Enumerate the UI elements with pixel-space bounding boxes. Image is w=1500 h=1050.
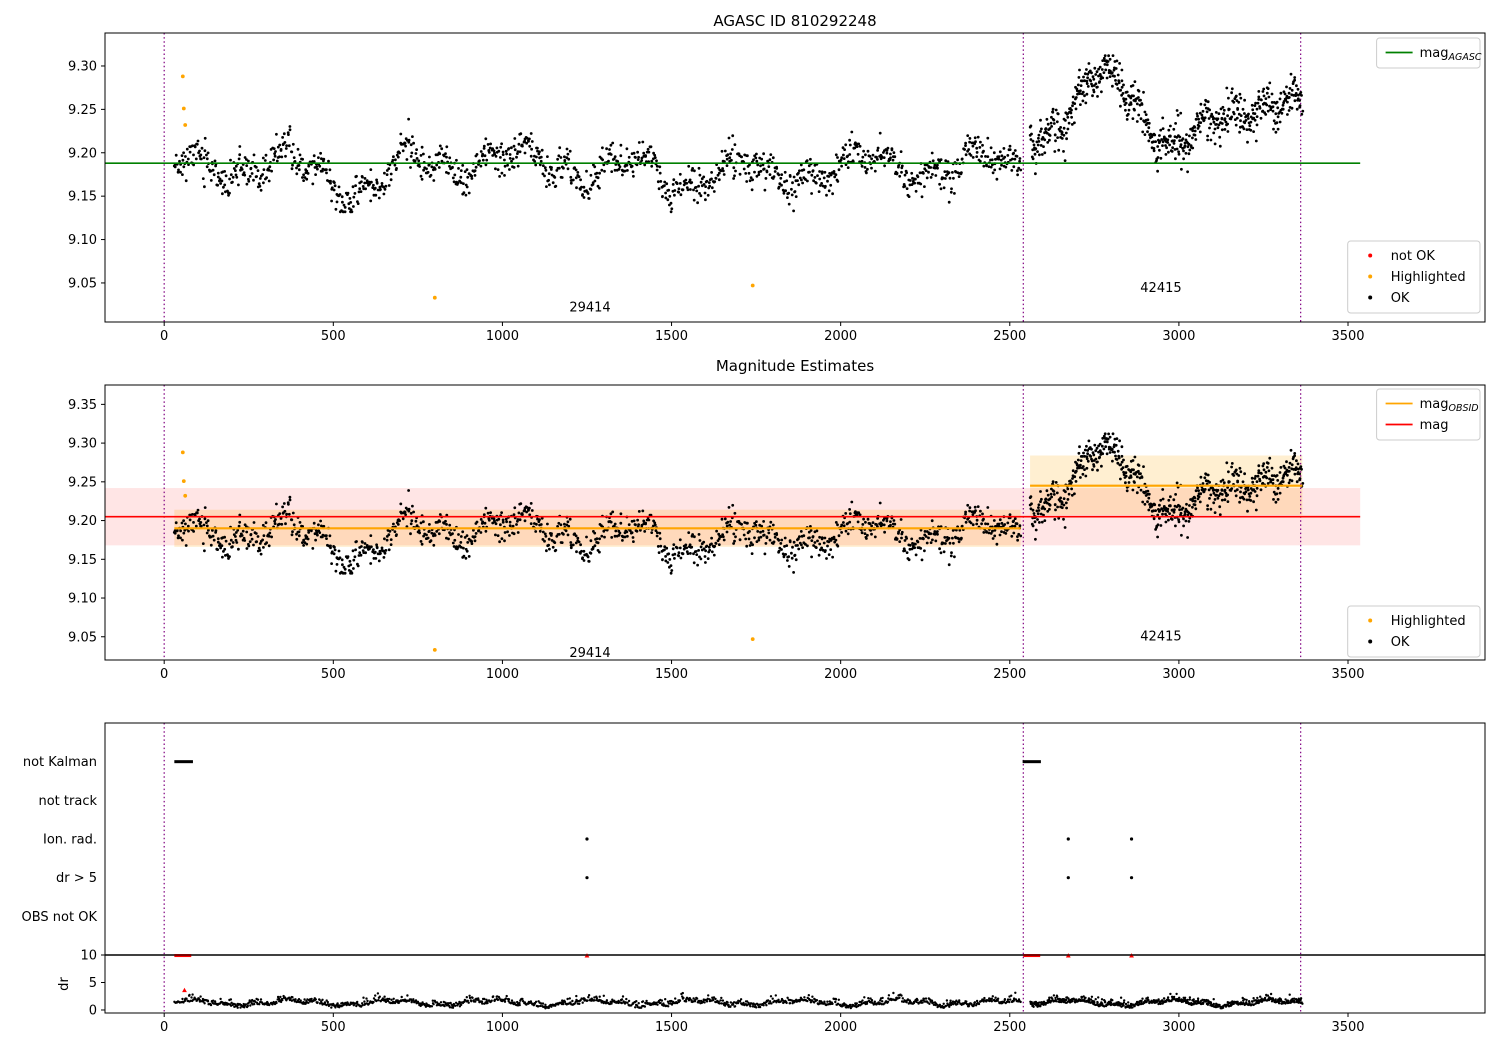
- mag-estimates-legend-top-box: [1376, 388, 1481, 441]
- agasc-mag-legend-top-box: [1376, 37, 1481, 69]
- y-tick-label: 9.20: [68, 146, 97, 161]
- mag-estimates-legend-bottom-label-highlighted: Highlighted: [1391, 614, 1466, 629]
- x-tick-label: 1000: [486, 667, 519, 682]
- flag-point-ion-rad: [1066, 837, 1070, 841]
- dr-clipped-range: [1023, 954, 1041, 958]
- dr-clipped-point: [182, 987, 187, 993]
- x-axis: 0 500 1000 1500 2000 2500 3000 3500: [160, 660, 1365, 682]
- mag-estimates-legend-bottom-label-ok: OK: [1391, 635, 1410, 650]
- agasc-mag-legend-bottom-sample-not-ok: [1368, 253, 1373, 258]
- dr-clipped-range: [174, 954, 192, 958]
- flag-mark-not-kalman: [174, 760, 193, 764]
- x-tick-label: 3000: [1162, 329, 1195, 344]
- mag-estimates-legend-top-label-mag: mag: [1420, 418, 1449, 433]
- flag-mark-not-kalman: [1022, 760, 1041, 764]
- agasc-mag-legend-bottom-label-ok: OK: [1391, 291, 1410, 306]
- flag-label-not-track: not track: [38, 794, 97, 809]
- x-tick-label: 500: [321, 329, 346, 344]
- y-tick-label: 9.10: [68, 592, 97, 607]
- x-tick-label: 1500: [655, 667, 688, 682]
- obsid-label-29414: 29414: [569, 646, 610, 661]
- x-tick-label: 2000: [824, 667, 857, 682]
- highlighted-points: [180, 74, 755, 300]
- flag-label-not-kalman: not Kalman: [23, 755, 97, 770]
- y-tick-label: 9.25: [68, 103, 97, 118]
- x-tick-label: 2500: [993, 329, 1026, 344]
- mag-estimates-legend-bottom-sample-ok: [1368, 639, 1373, 644]
- x-tick-label: 2500: [993, 1020, 1026, 1035]
- x-tick-label: 3500: [1331, 1020, 1364, 1035]
- x-tick-label: 3500: [1331, 667, 1364, 682]
- x-tick-label: 3000: [1162, 1020, 1195, 1035]
- flag-point-ion-rad: [585, 837, 589, 841]
- y-tick-label: 9.05: [68, 276, 97, 291]
- y-tick-label: 9.15: [68, 553, 97, 568]
- dr-y-tick-label: 0: [89, 1003, 97, 1018]
- agasc-mag-axes-frame: [104, 32, 1486, 323]
- x-tick-label: 3000: [1162, 667, 1195, 682]
- flag-label-dr-5: dr > 5: [56, 871, 97, 886]
- y-axis: 9.05 9.10 9.15 9.20 9.25 9.30: [68, 59, 105, 291]
- x-tick-label: 1500: [655, 1020, 688, 1035]
- flag-point-dr-5: [1066, 876, 1070, 880]
- agasc-mag-legend-bottom-label-not-ok: not OK: [1391, 249, 1436, 264]
- agasc-mag-plot: AGASC ID 810292248 29414 42415 0 500 1000 1500…: [68, 12, 1486, 344]
- x-axis: 0 500 1000 1500 2000 2500 3000 3500: [160, 1013, 1365, 1035]
- x-tick-label: 0: [160, 667, 168, 682]
- x-tick-label: 500: [321, 1020, 346, 1035]
- flags-axes-frame: [104, 722, 1486, 956]
- dr-y-tick-label: 10: [80, 949, 97, 964]
- agasc-mag-legend-bottom-box: [1347, 240, 1481, 314]
- y-tick-label: 9.30: [68, 59, 97, 74]
- y-tick-label: 9.35: [68, 398, 97, 413]
- x-tick-label: 2000: [824, 329, 857, 344]
- obsid-label-42415: 42415: [1140, 281, 1181, 296]
- agasc-mag-title: AGASC ID 810292248: [713, 12, 876, 30]
- x-tick-label: 2500: [993, 667, 1026, 682]
- x-tick-label: 1500: [655, 329, 688, 344]
- flag-label-obs-not-ok: OBS not OK: [22, 910, 98, 925]
- y-tick-label: 9.15: [68, 190, 97, 205]
- x-axis: 0 500 1000 1500 2000 2500 3000 3500: [160, 322, 1365, 344]
- ok-points: [172, 54, 1305, 214]
- agasc-mag-legend-bottom-sample-highlighted: [1368, 274, 1373, 279]
- flag-label-ion-rad: Ion. rad.: [43, 833, 97, 848]
- mag-estimates-axes-frame: [104, 384, 1486, 661]
- y-axis: 9.05 9.10 9.15 9.20 9.25 9.30 9.35: [68, 398, 105, 645]
- agasc-mag-legend-bottom-sample-ok: [1368, 295, 1373, 300]
- x-tick-label: 1000: [486, 1020, 519, 1035]
- x-tick-label: 2000: [824, 1020, 857, 1035]
- y-tick-label: 9.20: [68, 514, 97, 529]
- mag-estimates-plot: Magnitude Estimates 29414 42415 0 500 1000 150…: [68, 357, 1486, 682]
- x-tick-label: 3500: [1331, 329, 1364, 344]
- x-tick-label: 500: [321, 667, 346, 682]
- y-tick-label: 9.10: [68, 233, 97, 248]
- y-tick-label: 9.05: [68, 630, 97, 645]
- obsid-label-42415: 42415: [1140, 629, 1181, 644]
- agasc-mag-legend-bottom-label-highlighted: Highlighted: [1391, 270, 1466, 285]
- dr-y-tick-label: 5: [89, 976, 97, 991]
- x-tick-label: 0: [160, 329, 168, 344]
- flag-point-dr-5: [585, 876, 589, 880]
- mag-estimates-legend-bottom-box: [1347, 605, 1481, 658]
- x-tick-label: 0: [160, 1020, 168, 1035]
- obsid-label-29414: 29414: [569, 301, 610, 316]
- mag-estimates-legend-bottom-sample-highlighted: [1368, 618, 1373, 623]
- flag-point-dr-5: [1129, 876, 1134, 880]
- highlighted-points: [180, 450, 755, 652]
- y-tick-label: 9.25: [68, 475, 97, 490]
- flag-point-ion-rad: [1129, 837, 1134, 841]
- dr-points: [173, 991, 1304, 1010]
- x-tick-label: 1000: [486, 329, 519, 344]
- dr-axis-label: dr: [57, 977, 72, 991]
- mag-estimates-title: Magnitude Estimates: [716, 357, 874, 375]
- dr-axes-frame: [104, 954, 1486, 1014]
- y-tick-label: 9.30: [68, 437, 97, 452]
- flags-dr-plot: not Kalman not track Ion. rad. dr > 5 OBS no…: [22, 722, 1486, 1035]
